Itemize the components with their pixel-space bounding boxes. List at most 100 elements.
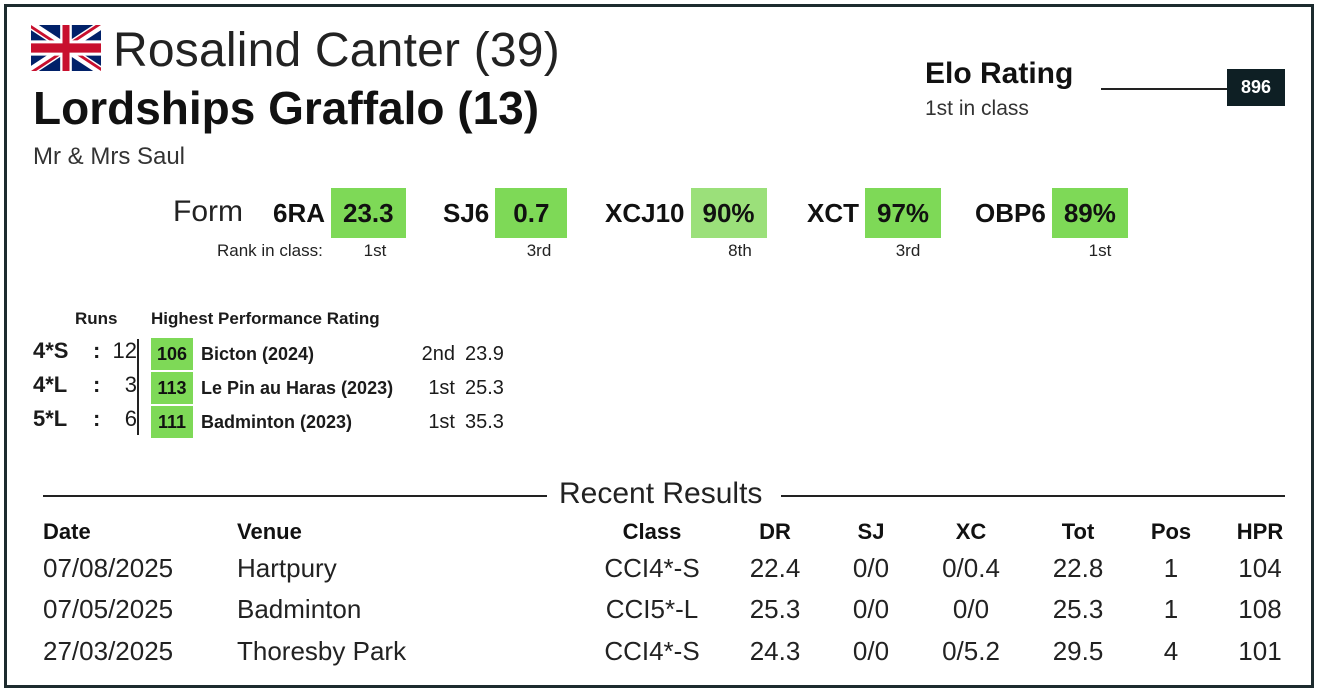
- result-sj: 0/0: [852, 636, 890, 666]
- hpr-position: 1st: [428, 410, 455, 433]
- result-pos: 1: [1163, 553, 1179, 583]
- hpr-score: 25.3: [465, 376, 504, 399]
- result-pos: 1: [1163, 594, 1179, 624]
- metric-value: 89%: [1051, 188, 1128, 238]
- run-colon: :: [93, 406, 101, 431]
- horse-name: Lordships Graffalo (13): [33, 82, 540, 134]
- result-hpr: 101: [1238, 636, 1282, 666]
- hpr-event: Badminton (2023): [201, 411, 353, 432]
- hpr-row-4l: 113 Le Pin au Haras (2023) 1st 25.3: [151, 372, 504, 404]
- col-header-pos: Pos: [1150, 519, 1192, 544]
- form-metric-6ra: 6RA 23.3: [273, 188, 406, 238]
- col-header-xc: XC: [955, 519, 987, 544]
- metric-value: 23.3: [331, 188, 406, 238]
- form-metric-xct: XCT 97%: [807, 188, 942, 238]
- elo-rating-value: 896: [1227, 69, 1285, 106]
- col-header-date: Date: [43, 519, 91, 544]
- form-metric-sj6: SJ6 0.7: [443, 188, 568, 238]
- form-label: Form: [173, 195, 243, 228]
- col-header-tot: Tot: [1061, 519, 1095, 544]
- run-colon: :: [93, 338, 101, 363]
- runs-row-4l: 4*L : 3: [33, 369, 137, 401]
- result-dr: 22.4: [749, 553, 801, 583]
- result-date: 07/05/2025: [43, 594, 174, 624]
- col-header-venue: Venue: [237, 519, 302, 544]
- result-xc: 0/5.2: [942, 636, 1000, 666]
- elo-class-rank: 1st in class: [925, 97, 1029, 120]
- run-count: 3: [124, 372, 137, 397]
- hpr-event: Le Pin au Haras (2023): [201, 377, 394, 398]
- result-tot: 25.3: [1052, 594, 1104, 624]
- metric-name: SJ6: [443, 197, 490, 228]
- result-tot: 29.5: [1052, 636, 1104, 666]
- rank-xcj10: 8th: [728, 241, 752, 260]
- rank-obp6: 1st: [1088, 241, 1112, 260]
- hpr-value: 106: [151, 338, 193, 370]
- hpr-row-5l: 111 Badminton (2023) 1st 35.3: [151, 406, 504, 438]
- run-level: 4*L: [33, 372, 68, 397]
- rank-in-class-label: Rank in class:: [217, 241, 323, 260]
- result-hpr: 108: [1238, 594, 1282, 624]
- elo-connector-line: [1101, 88, 1229, 90]
- col-header-dr: DR: [759, 519, 791, 544]
- form-metric-obp6: OBP6 89%: [975, 188, 1128, 238]
- result-sj: 0/0: [852, 594, 890, 624]
- runs-row-5l: 5*L : 6: [33, 403, 137, 435]
- result-pos: 4: [1163, 636, 1179, 666]
- result-date: 27/03/2025: [43, 636, 174, 666]
- hpr-event: Bicton (2024): [201, 343, 315, 364]
- recent-results-rule-left: [43, 495, 547, 497]
- metric-name: OBP6: [975, 197, 1046, 228]
- rank-6ra: 1st: [363, 241, 387, 260]
- hpr-position: 2nd: [421, 342, 455, 365]
- col-header-hpr: HPR: [1236, 519, 1284, 544]
- hpr-score: 35.3: [465, 410, 504, 433]
- metric-name: XCT: [807, 197, 859, 228]
- result-venue: Badminton: [237, 594, 362, 624]
- result-venue: Thoresby Park: [237, 636, 407, 666]
- hpr-row-4s: 106 Bicton (2024) 2nd 23.9: [151, 338, 504, 370]
- result-class: CCI4*-S: [604, 636, 700, 666]
- metric-value: 0.7: [495, 188, 568, 238]
- result-class: CCI4*-S: [604, 553, 700, 583]
- recent-results-rule-right: [781, 495, 1285, 497]
- result-date: 07/08/2025: [43, 553, 174, 583]
- hpr-score: 23.9: [465, 342, 504, 365]
- rider-name: Rosalind Canter (39): [113, 24, 560, 77]
- owner-name: Mr & Mrs Saul: [33, 143, 186, 170]
- runs-header: Runs: [75, 309, 118, 328]
- metric-value: 97%: [865, 188, 942, 238]
- rank-xct: 3rd: [895, 241, 921, 260]
- result-sj: 0/0: [852, 553, 890, 583]
- run-count: 6: [124, 406, 137, 431]
- hpr-value: 111: [151, 406, 193, 438]
- metric-name: 6RA: [273, 197, 326, 228]
- run-level: 5*L: [33, 406, 68, 431]
- result-class: CCI5*-L: [605, 594, 699, 624]
- runs-row-4s: 4*S : 12: [33, 335, 137, 367]
- result-xc: 0/0: [952, 594, 990, 624]
- metric-value: 90%: [690, 188, 767, 238]
- runs-divider: [137, 339, 139, 435]
- run-level: 4*S: [33, 338, 69, 363]
- elo-rating-label: Elo Rating: [925, 57, 1074, 90]
- result-dr: 25.3: [749, 594, 801, 624]
- hpr-header: Highest Performance Rating: [151, 309, 380, 328]
- metric-name: XCJ10: [605, 197, 685, 228]
- result-xc: 0/0.4: [942, 553, 1000, 583]
- run-count: 12: [112, 338, 137, 363]
- col-header-sj: SJ: [857, 519, 885, 544]
- result-dr: 24.3: [749, 636, 801, 666]
- uk-flag-icon: [31, 25, 101, 71]
- result-hpr: 104: [1238, 553, 1282, 583]
- run-colon: :: [93, 372, 101, 397]
- hpr-position: 1st: [428, 376, 455, 399]
- col-header-class: Class: [622, 519, 682, 544]
- hpr-value: 113: [151, 372, 193, 404]
- rank-sj6: 3rd: [526, 241, 552, 260]
- result-venue: Hartpury: [237, 553, 337, 583]
- result-tot: 22.8: [1052, 553, 1104, 583]
- rider-horse-card: Rosalind Canter (39) Lordships Graffalo …: [4, 4, 1314, 688]
- recent-results-title: Recent Results: [559, 477, 763, 510]
- form-metric-xcj10: XCJ10 90%: [605, 188, 767, 238]
